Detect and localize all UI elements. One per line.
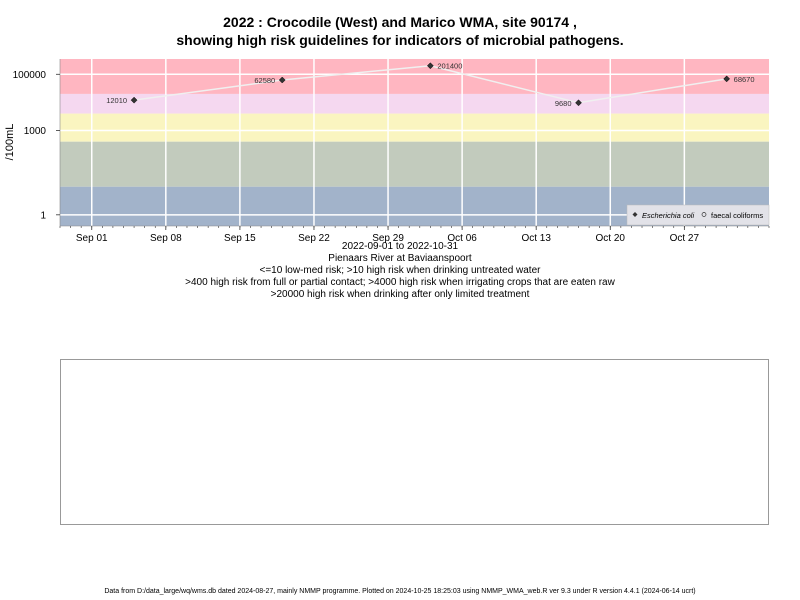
x-tick-label: Sep 08 — [150, 233, 182, 244]
empty-secondary-panel — [60, 359, 769, 525]
x-tick-label: Oct 13 — [521, 233, 551, 244]
ecoli-point — [278, 76, 286, 84]
guideline-note-3: >20000 high risk when drinking after onl… — [270, 289, 530, 300]
x-tick-label: Oct 27 — [670, 233, 700, 244]
x-tick-label: Sep 15 — [224, 233, 256, 244]
x-tick-label: Sep 01 — [76, 233, 108, 244]
x-axis: Sep 01 Sep 08 Sep 15 Sep 22 Sep 29 Oct 06 Oct … — [59, 225, 770, 244]
legend-ecoli-label: Escherichia coli — [642, 211, 694, 220]
guideline-band-0 — [60, 59, 769, 94]
legend-faecal-label: faecal coliforms — [711, 211, 763, 220]
x-tick-label: Oct 06 — [447, 233, 477, 244]
chart-plot: 12010 62580 201400 9680 68670 1 1000 100000 Se… — [4, 59, 770, 244]
x-tick-label: Sep 22 — [298, 233, 330, 244]
guideline-band-1 — [60, 93, 769, 114]
ecoli-point — [427, 62, 434, 70]
ecoli-point-label: 62580 — [254, 76, 275, 85]
guideline-note-1: <=10 low-med risk; >10 high risk when dr… — [259, 265, 541, 276]
guideline-band-2 — [60, 113, 769, 142]
ecoli-point-label: 12010 — [106, 96, 127, 105]
guideline-band-3 — [60, 141, 769, 187]
legend-box — [626, 204, 770, 226]
guideline-note-2: >400 high risk from full or partial cont… — [185, 277, 615, 288]
x-tick-label: Oct 20 — [596, 233, 626, 244]
y-axis: 1 1000 100000 — [13, 59, 61, 226]
date-range: 2022-09-01 to 2022-10-31 — [341, 241, 459, 252]
y-axis-label: /100mL — [4, 124, 16, 161]
ecoli-point — [723, 75, 731, 83]
ecoli-point-label: 9680 — [555, 99, 572, 108]
chart-title-line-1: 2022 : Crocodile (West) and Marico WMA, … — [223, 14, 577, 30]
y-tick-label: 1000 — [24, 126, 47, 137]
ecoli-point — [130, 96, 138, 104]
chart-title-line-2: showing high risk guidelines for indicat… — [176, 32, 624, 48]
ecoli-point-label: 68670 — [734, 75, 755, 84]
legend: Escherichia coli faecal coliforms — [626, 204, 770, 226]
data-source-footer: Data from D:/data_large/wq/wms.db dated … — [104, 588, 696, 595]
ecoli-point-label: 201400 — [437, 62, 462, 71]
ecoli-point — [575, 99, 582, 107]
site-name: Pienaars River at Baviaanspoort — [328, 253, 472, 264]
data-points: 12010 62580 201400 9680 68670 — [106, 62, 754, 108]
y-tick-label: 100000 — [13, 70, 47, 81]
legend-ecoli-marker — [632, 212, 638, 217]
legend-faecal-marker — [701, 212, 707, 217]
x-tick-label: Sep 29 — [372, 233, 404, 244]
y-tick-label: 1 — [40, 210, 46, 221]
